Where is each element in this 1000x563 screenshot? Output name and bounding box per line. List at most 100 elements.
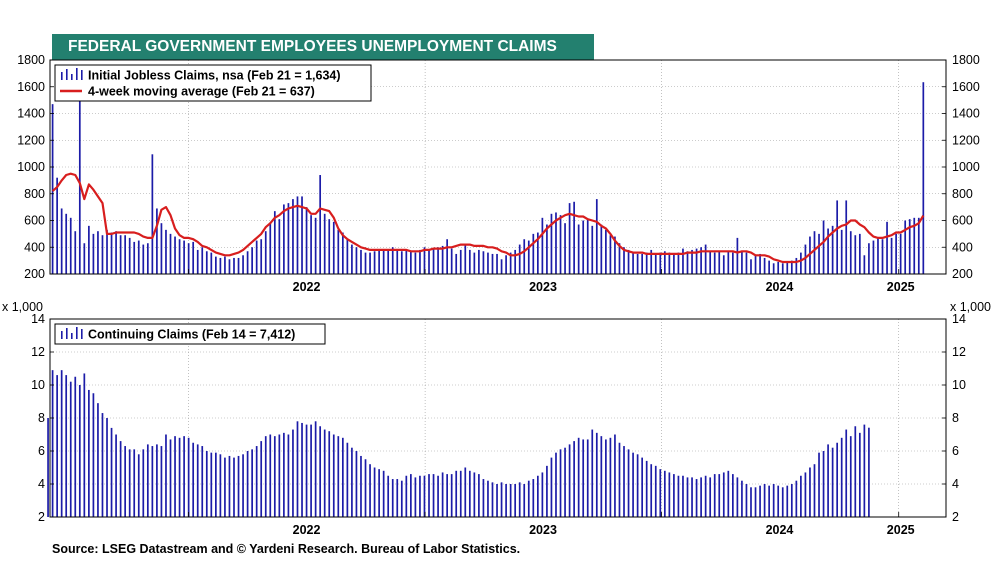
bar — [351, 447, 353, 517]
bar — [142, 449, 145, 517]
y-tick-label-right: 2 — [952, 510, 959, 524]
bar — [396, 249, 399, 274]
bar — [745, 484, 748, 517]
bar — [491, 482, 494, 517]
bar — [895, 233, 897, 274]
bar — [605, 439, 607, 517]
bar — [868, 243, 870, 274]
bar — [845, 200, 848, 274]
bar — [301, 196, 303, 274]
bar — [314, 421, 317, 517]
bar — [496, 484, 498, 517]
bar — [836, 200, 839, 274]
bar — [886, 221, 888, 274]
bar — [224, 457, 226, 517]
bar — [645, 252, 648, 274]
bar — [478, 474, 480, 517]
bar — [65, 375, 68, 517]
x-tick-label: 2025 — [887, 523, 915, 537]
bar — [682, 475, 684, 517]
bar — [269, 434, 272, 517]
bar — [736, 477, 739, 517]
bar — [124, 446, 127, 517]
bar — [391, 479, 394, 517]
bar — [219, 257, 222, 274]
bar — [192, 442, 195, 517]
y-tick-label-left: 14 — [31, 312, 45, 326]
bar — [555, 452, 557, 517]
bar — [219, 454, 222, 517]
bar — [441, 245, 444, 274]
bar — [858, 233, 861, 274]
bar — [464, 244, 467, 274]
bar — [174, 236, 176, 274]
bar — [527, 480, 530, 517]
y-tick-label-left: 600 — [24, 214, 45, 228]
continuing-claims-panel: 2 2 4 4 6 6 8 8 10 10 12 12 14 14 2022 2023 2024 2025 x 1,… — [2, 300, 991, 537]
bar — [713, 252, 716, 274]
bar — [351, 244, 353, 274]
bar — [264, 231, 267, 274]
bar — [341, 232, 344, 274]
bar — [78, 385, 81, 517]
bar — [858, 432, 861, 517]
bar — [809, 467, 811, 517]
bar — [704, 475, 707, 517]
bar — [468, 249, 471, 274]
bar — [255, 240, 258, 274]
bar — [600, 436, 603, 517]
bar — [60, 370, 63, 517]
y-tick-label-right: 1200 — [952, 133, 980, 147]
bar — [527, 240, 530, 274]
bar — [332, 434, 335, 517]
bar — [83, 373, 86, 517]
bar — [450, 474, 453, 517]
bar — [686, 251, 689, 274]
bar — [908, 219, 911, 274]
legend-bar-swatch — [66, 328, 68, 339]
bar — [473, 252, 476, 274]
bar — [577, 437, 580, 517]
bar — [482, 479, 485, 517]
bar — [242, 454, 244, 517]
bar — [804, 244, 807, 274]
initial-claims-panel: 200 200 400 400 600 600 800 800 1000 1000 1200 1200… — [17, 53, 980, 294]
bar — [310, 424, 312, 517]
bar — [450, 248, 453, 274]
bar — [487, 480, 489, 517]
bar — [382, 249, 385, 274]
bar — [156, 444, 158, 517]
y-axis-label-left: x 1,000 — [2, 300, 43, 314]
bar — [573, 441, 575, 517]
y-tick-label-left: 1400 — [17, 107, 45, 121]
bar — [568, 203, 571, 274]
bar — [863, 424, 866, 517]
bar — [509, 252, 512, 274]
bar — [269, 223, 272, 274]
bar — [722, 255, 725, 274]
bar — [441, 472, 444, 517]
bar — [536, 232, 539, 274]
bar — [663, 251, 666, 274]
bar — [745, 252, 748, 274]
bar — [586, 219, 589, 274]
bar — [369, 464, 371, 517]
y-tick-label-left: 1800 — [17, 53, 45, 67]
bar — [899, 233, 902, 274]
bar — [514, 484, 517, 517]
bar — [849, 231, 852, 274]
bar — [800, 252, 802, 274]
bar — [772, 484, 775, 517]
bar — [400, 251, 403, 274]
bar — [636, 253, 639, 274]
bar — [251, 247, 253, 274]
bar — [128, 237, 131, 274]
bar — [654, 465, 657, 517]
bar — [550, 213, 553, 274]
bar — [618, 442, 621, 517]
bar — [518, 244, 521, 274]
bar — [378, 249, 380, 274]
y-tick-label-left: 200 — [24, 267, 45, 281]
bar — [69, 217, 72, 274]
